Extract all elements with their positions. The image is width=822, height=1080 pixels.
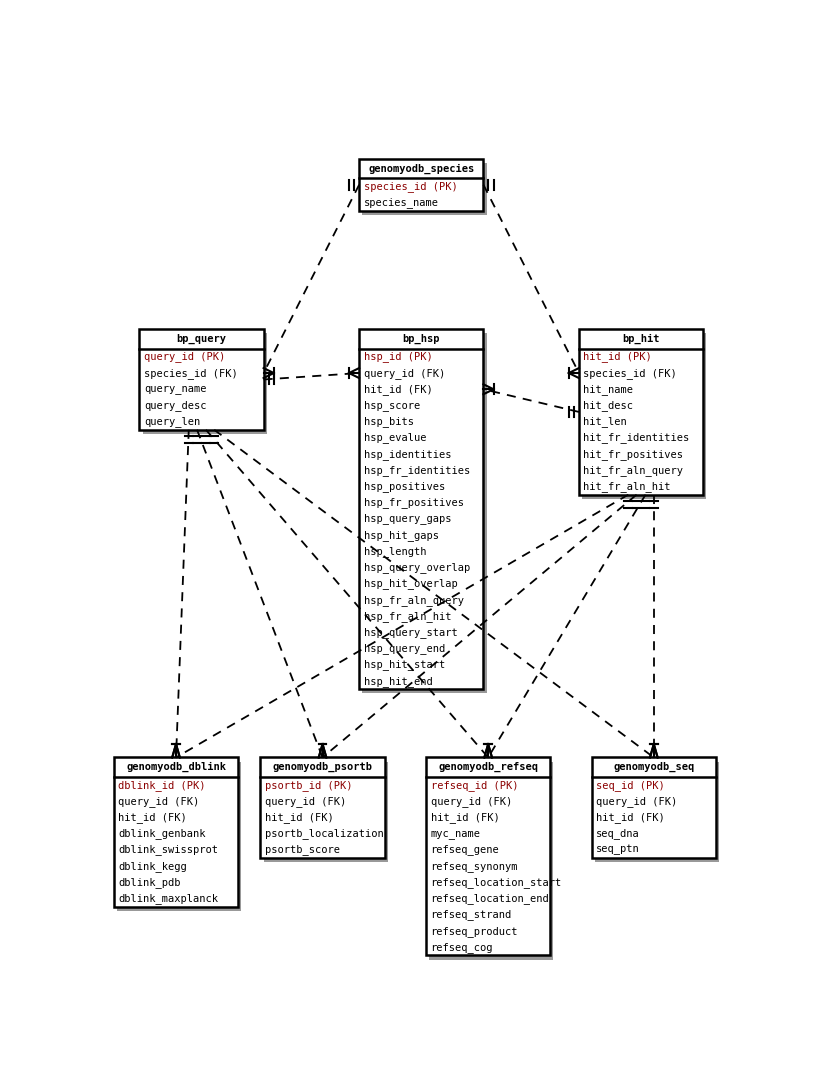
Text: dblink_genbank: dblink_genbank — [118, 828, 206, 839]
Text: hsp_query_end: hsp_query_end — [363, 644, 445, 654]
Text: hsp_identities: hsp_identities — [363, 448, 451, 460]
Text: hit_id (FK): hit_id (FK) — [265, 812, 334, 823]
Bar — [363, 163, 487, 215]
Text: hit_name: hit_name — [584, 383, 634, 394]
Text: refseq_location_end: refseq_location_end — [431, 893, 549, 904]
Text: hit_id (FK): hit_id (FK) — [363, 383, 432, 394]
Text: refseq_id (PK): refseq_id (PK) — [431, 780, 518, 791]
Text: query_name: query_name — [144, 384, 206, 394]
Bar — [114, 757, 238, 907]
Text: refseq_location_start: refseq_location_start — [431, 877, 561, 888]
Text: dblink_id (PK): dblink_id (PK) — [118, 780, 206, 791]
Text: genomyodb_psortb: genomyodb_psortb — [273, 762, 372, 772]
Text: genomyodb_seq: genomyodb_seq — [613, 762, 695, 772]
Text: hit_fr_aln_hit: hit_fr_aln_hit — [584, 481, 671, 492]
Text: species_id (PK): species_id (PK) — [363, 181, 457, 192]
Text: hit_id (FK): hit_id (FK) — [431, 812, 499, 823]
Text: psortb_id (PK): psortb_id (PK) — [265, 780, 353, 791]
Text: hsp_fr_aln_hit: hsp_fr_aln_hit — [363, 611, 451, 622]
Text: dblink_pdb: dblink_pdb — [118, 877, 181, 888]
Text: refseq_product: refseq_product — [431, 926, 518, 936]
Text: species_name: species_name — [363, 198, 439, 208]
Text: refseq_strand: refseq_strand — [431, 909, 512, 920]
Bar — [117, 761, 242, 910]
Text: query_id (FK): query_id (FK) — [596, 796, 677, 807]
Text: dblink_maxplanck: dblink_maxplanck — [118, 893, 219, 904]
Text: refseq_cog: refseq_cog — [431, 942, 493, 953]
Text: bp_hsp: bp_hsp — [403, 334, 440, 345]
Text: seq_dna: seq_dna — [596, 828, 640, 839]
Text: genomyodb_species: genomyodb_species — [368, 163, 474, 174]
Text: query_len: query_len — [144, 416, 200, 428]
Text: species_id (FK): species_id (FK) — [584, 367, 677, 378]
Bar — [264, 761, 388, 862]
Bar — [579, 329, 703, 495]
Text: hsp_bits: hsp_bits — [363, 416, 413, 428]
Text: refseq_gene: refseq_gene — [431, 845, 499, 855]
Text: hsp_score: hsp_score — [363, 400, 420, 410]
Bar — [595, 761, 719, 862]
Text: hsp_hit_end: hsp_hit_end — [363, 676, 432, 687]
Text: query_id (FK): query_id (FK) — [363, 367, 445, 378]
Text: bp_hit: bp_hit — [622, 334, 660, 345]
Text: hsp_length: hsp_length — [363, 546, 426, 557]
Text: query_id (FK): query_id (FK) — [431, 796, 512, 807]
Bar — [426, 757, 550, 956]
Text: myc_name: myc_name — [431, 828, 481, 839]
Text: psortb_localization: psortb_localization — [265, 828, 384, 839]
Text: refseq_synonym: refseq_synonym — [431, 861, 518, 872]
Text: hsp_hit_overlap: hsp_hit_overlap — [363, 579, 457, 590]
Bar — [592, 757, 716, 859]
Text: genomyodb_refseq: genomyodb_refseq — [438, 762, 538, 772]
Text: hit_len: hit_len — [584, 416, 627, 428]
Text: dblink_swissprot: dblink_swissprot — [118, 845, 219, 855]
Text: hsp_hit_start: hsp_hit_start — [363, 660, 445, 671]
Text: hit_id (FK): hit_id (FK) — [118, 812, 187, 823]
Text: hsp_fr_aln_query: hsp_fr_aln_query — [363, 595, 464, 606]
Text: bp_query: bp_query — [177, 334, 227, 345]
Bar — [142, 334, 267, 434]
Text: hsp_hit_gaps: hsp_hit_gaps — [363, 530, 439, 541]
Bar — [429, 761, 553, 959]
Text: hit_fr_positives: hit_fr_positives — [584, 448, 683, 460]
Text: query_id (FK): query_id (FK) — [265, 796, 346, 807]
Text: species_id (FK): species_id (FK) — [144, 367, 238, 378]
Text: hsp_query_gaps: hsp_query_gaps — [363, 514, 451, 525]
Text: query_id (FK): query_id (FK) — [118, 796, 200, 807]
Bar — [363, 334, 487, 693]
Bar — [359, 329, 483, 689]
Text: hsp_query_start: hsp_query_start — [363, 627, 457, 638]
Text: query_desc: query_desc — [144, 400, 206, 410]
Text: hit_id (PK): hit_id (PK) — [584, 351, 652, 362]
Text: query_id (PK): query_id (PK) — [144, 351, 225, 362]
Text: hit_desc: hit_desc — [584, 400, 634, 410]
Text: genomyodb_dblink: genomyodb_dblink — [126, 762, 226, 772]
Text: hsp_evalue: hsp_evalue — [363, 432, 426, 444]
Text: hit_fr_identities: hit_fr_identities — [584, 432, 690, 444]
Text: hsp_fr_positives: hsp_fr_positives — [363, 497, 464, 509]
Text: psortb_score: psortb_score — [265, 845, 339, 855]
Text: hit_fr_aln_query: hit_fr_aln_query — [584, 464, 683, 476]
Text: hsp_positives: hsp_positives — [363, 481, 445, 492]
Bar — [582, 334, 706, 499]
Text: dblink_kegg: dblink_kegg — [118, 861, 187, 872]
Bar — [261, 757, 385, 859]
Text: hsp_fr_identities: hsp_fr_identities — [363, 464, 470, 476]
Bar — [140, 329, 264, 430]
Text: seq_ptn: seq_ptn — [596, 845, 640, 855]
Bar — [359, 159, 483, 211]
Text: hsp_id (PK): hsp_id (PK) — [363, 351, 432, 362]
Text: seq_id (PK): seq_id (PK) — [596, 780, 665, 791]
Text: hsp_query_overlap: hsp_query_overlap — [363, 563, 470, 573]
Text: hit_id (FK): hit_id (FK) — [596, 812, 665, 823]
